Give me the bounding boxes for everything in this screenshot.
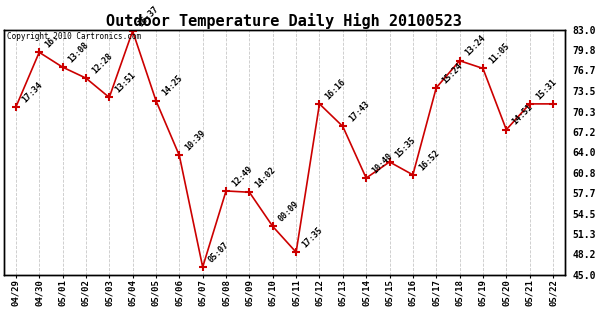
Text: 12:49: 12:49 — [230, 164, 254, 188]
Text: 17:43: 17:43 — [347, 100, 371, 124]
Text: 15:24: 15:24 — [440, 61, 464, 85]
Text: 15:35: 15:35 — [394, 135, 418, 159]
Text: Copyright 2010 Cartronics.com: Copyright 2010 Cartronics.com — [7, 32, 141, 41]
Text: 16:37: 16:37 — [137, 4, 161, 28]
Text: 12:28: 12:28 — [90, 51, 114, 75]
Text: 16:: 16: — [43, 33, 61, 50]
Text: 10:39: 10:39 — [184, 129, 208, 153]
Title: Outdoor Temperature Daily High 20100523: Outdoor Temperature Daily High 20100523 — [106, 13, 463, 29]
Text: 16:52: 16:52 — [417, 148, 441, 172]
Text: 15:31: 15:31 — [534, 77, 558, 101]
Text: 10:40: 10:40 — [370, 151, 394, 175]
Text: 16:16: 16:16 — [323, 77, 347, 101]
Text: 14:02: 14:02 — [254, 166, 278, 189]
Text: 13:08: 13:08 — [67, 40, 91, 64]
Text: 13:51: 13:51 — [113, 71, 137, 95]
Text: 14:51: 14:51 — [511, 103, 535, 127]
Text: 17:34: 17:34 — [20, 80, 44, 104]
Text: 11:05: 11:05 — [487, 42, 511, 66]
Text: 00:09: 00:09 — [277, 200, 301, 224]
Text: 13:24: 13:24 — [464, 34, 488, 58]
Text: 17:35: 17:35 — [300, 225, 325, 250]
Text: 05:07: 05:07 — [207, 240, 231, 264]
Text: 14:25: 14:25 — [160, 74, 184, 98]
